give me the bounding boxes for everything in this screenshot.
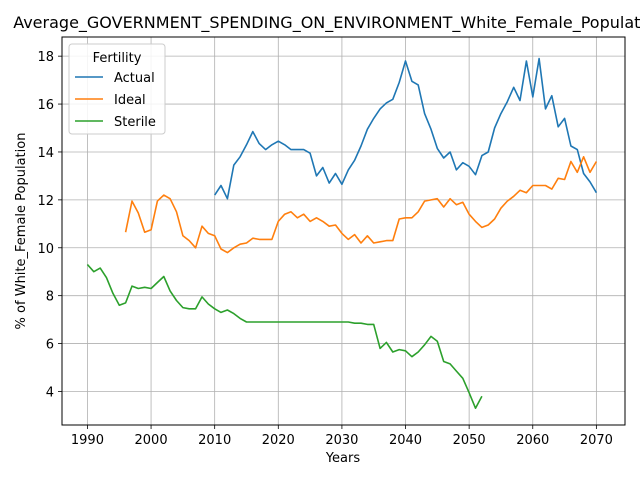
y-axis-ticks: 4 6 8 10 12 14 16 18 [37,50,62,400]
y-axis-label: % of White_Female Population [14,133,29,330]
y-tick-label: 8 [46,290,54,305]
legend-title: Fertility [93,51,142,66]
legend: Fertility Actual Ideal Sterile [68,43,166,135]
x-tick-label: 2070 [580,433,613,448]
x-axis-label: Years [325,451,361,466]
legend-label-ideal: Ideal [114,93,146,108]
x-tick-label: 2000 [135,433,168,448]
grid-lines [62,37,625,425]
legend-label-sterile: Sterile [114,115,156,130]
y-tick-label: 12 [37,194,54,209]
series-line-ideal [124,156,598,254]
y-tick-label: 18 [37,50,54,65]
plot-frame [61,36,626,426]
series-lines [86,57,598,410]
y-tick-label: 4 [46,385,54,400]
y-tick-label: 14 [37,146,54,161]
legend-box [68,43,166,135]
x-tick-label: 2050 [453,433,486,448]
x-tick-label: 2060 [516,433,549,448]
y-tick-label: 16 [37,98,54,113]
legend-label-actual: Actual [114,71,155,86]
y-tick-label: 6 [46,338,54,353]
y-tick-label: 10 [37,242,54,257]
x-tick-label: 2030 [325,433,358,448]
series-line-actual [214,57,598,200]
x-tick-label: 2040 [389,433,422,448]
series-line-sterile [86,263,483,410]
x-axis-ticks: 1990 2000 2010 2020 2030 2040 2050 2060 2070 [71,425,613,448]
x-tick-label: 2010 [198,433,231,448]
chart-title: Average_GOVERNMENT_SPENDING_ON_ENVIRONME… [13,13,640,33]
x-tick-label: 1990 [71,433,104,448]
x-tick-label: 2020 [262,433,295,448]
